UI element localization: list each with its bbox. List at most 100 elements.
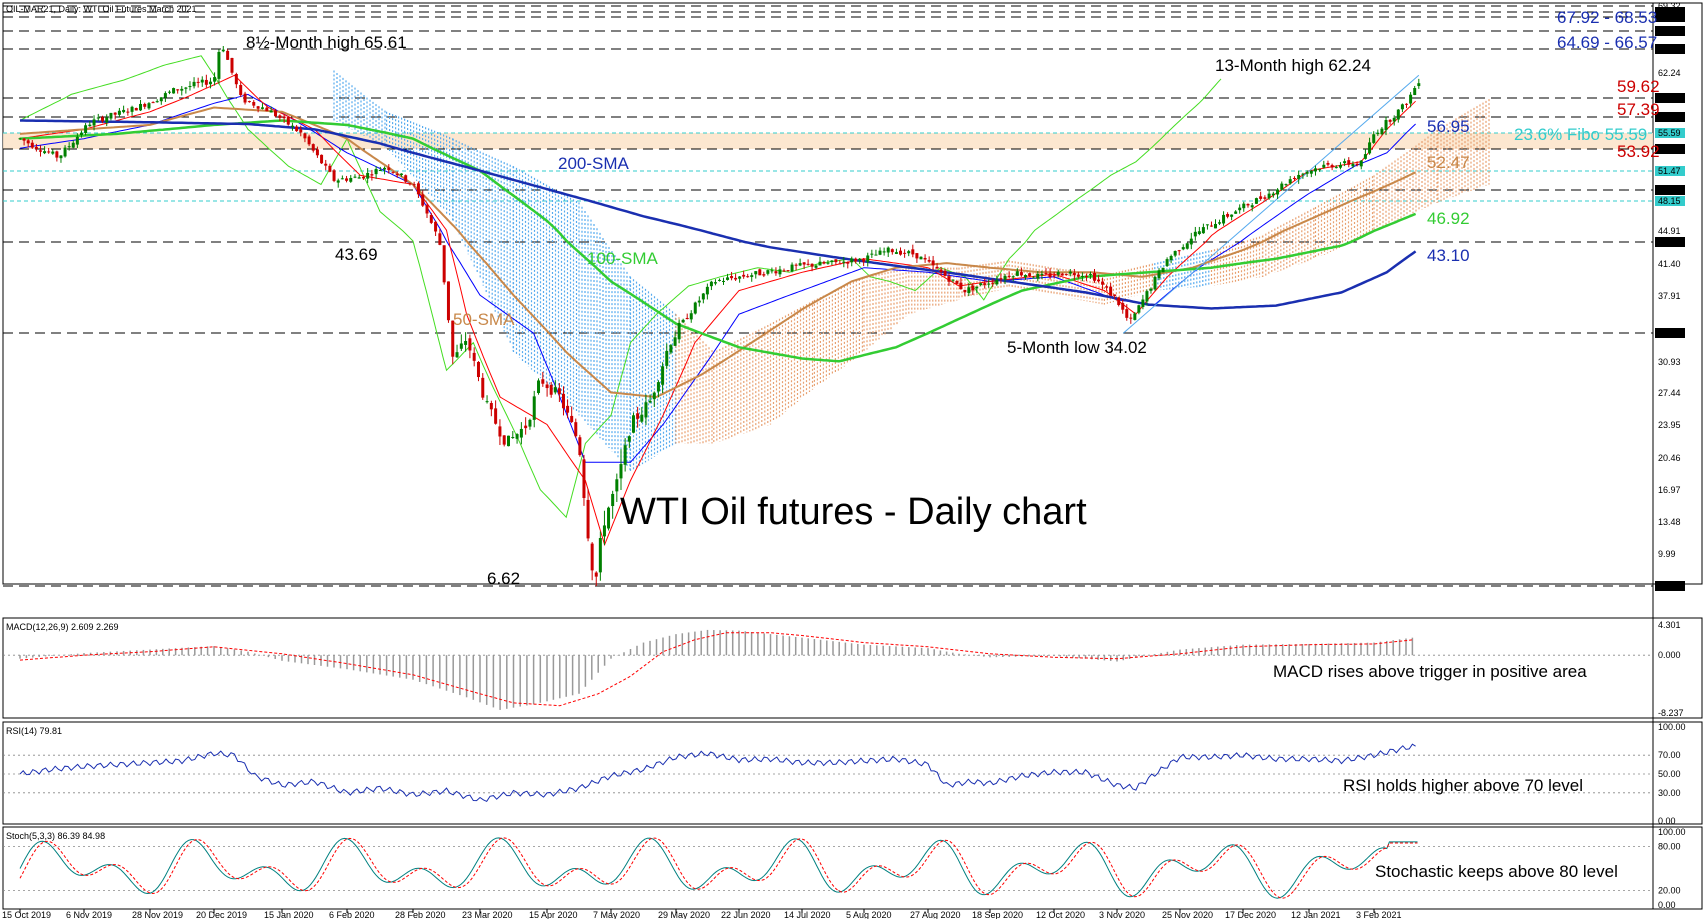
candle-body bbox=[1093, 272, 1097, 281]
candle-body bbox=[1313, 168, 1317, 172]
candle-body bbox=[1280, 183, 1284, 190]
candle-body bbox=[802, 262, 806, 265]
candle-body bbox=[307, 136, 311, 145]
rsi-tick-label: 0.00 bbox=[1658, 816, 1676, 826]
price-tag-bg bbox=[1655, 93, 1685, 103]
candle-body bbox=[774, 271, 778, 274]
price-tick-label: 37.91 bbox=[1658, 291, 1681, 301]
candle-body bbox=[269, 110, 273, 113]
candle-body bbox=[1392, 117, 1396, 122]
candle-body bbox=[1173, 251, 1177, 256]
candle-body bbox=[1032, 277, 1036, 279]
candle-body bbox=[1181, 247, 1185, 250]
price-tick-label: 51.47 bbox=[1658, 166, 1681, 176]
candle-body bbox=[1409, 94, 1413, 104]
candle-body bbox=[1297, 174, 1301, 179]
candle-body bbox=[204, 79, 208, 85]
candle-body bbox=[931, 260, 935, 266]
candle-body bbox=[943, 270, 947, 276]
candle-body bbox=[22, 138, 26, 141]
candle-body bbox=[636, 413, 640, 419]
candle-body bbox=[806, 263, 810, 265]
candle-body bbox=[532, 396, 536, 420]
candle-body bbox=[282, 116, 286, 119]
candle-body bbox=[899, 250, 903, 255]
candle-body bbox=[196, 81, 200, 83]
rsi-note: RSI holds higher above 70 level bbox=[1343, 776, 1583, 795]
candle-body bbox=[1384, 120, 1388, 131]
candle-body bbox=[907, 251, 911, 254]
stoch-header: Stoch(5,3,3) 86.39 84.98 bbox=[6, 831, 105, 841]
price-tick-label: 62.24 bbox=[1658, 68, 1681, 78]
candle-body bbox=[1189, 238, 1193, 245]
candle-body bbox=[834, 259, 838, 263]
candle-body bbox=[378, 169, 382, 171]
candle-body bbox=[404, 175, 408, 182]
time-axis-ticks: 15 Oct 2019 6 Nov 2019 28 Nov 2019 20 Dec 2… bbox=[2, 909, 1402, 919]
candle-body bbox=[1080, 275, 1084, 277]
time-tick-label: 25 Nov 2020 bbox=[1162, 910, 1213, 919]
annotation-low-6-62: 6.62 bbox=[487, 569, 520, 588]
candle-body bbox=[1263, 197, 1267, 199]
candle-body bbox=[545, 384, 549, 389]
candle-body bbox=[468, 338, 472, 351]
time-tick-label: 29 May 2020 bbox=[658, 910, 710, 919]
candle-body bbox=[842, 261, 846, 263]
candle-body bbox=[1363, 154, 1367, 159]
candle-body bbox=[92, 119, 96, 126]
candle-body bbox=[1254, 198, 1258, 204]
rsi-series: 100.00 70.00 50.00 30.00 0.00 bbox=[3, 722, 1686, 826]
candle-body bbox=[1161, 267, 1165, 273]
macd-tick-label: 4.301 bbox=[1658, 620, 1681, 630]
stoch-note: Stochastic keeps above 80 level bbox=[1375, 862, 1618, 881]
candle-body bbox=[299, 129, 303, 133]
candle-body bbox=[221, 49, 225, 52]
candle-body bbox=[911, 249, 915, 255]
candle-body bbox=[582, 459, 586, 499]
level-46-92: 46.92 bbox=[1427, 209, 1470, 228]
candle-body bbox=[602, 525, 606, 537]
candle-body bbox=[1003, 275, 1007, 280]
candle-body bbox=[1040, 273, 1044, 276]
candle-body bbox=[1301, 173, 1305, 175]
candle-body bbox=[286, 117, 290, 125]
price-tick-label: 59.62 bbox=[1658, 93, 1681, 103]
candle-body bbox=[421, 194, 425, 206]
stoch-d-line bbox=[19, 837, 1418, 899]
price-tick-label: 48.15 bbox=[1658, 196, 1681, 206]
candle-body bbox=[481, 377, 485, 398]
candle-body bbox=[324, 163, 328, 166]
candle-body bbox=[1068, 271, 1072, 274]
candle-body bbox=[260, 107, 264, 109]
stoch-series: 100.00 80.00 20.00 0.00 bbox=[3, 827, 1686, 910]
price-tag-bg bbox=[1655, 185, 1685, 195]
candle-body bbox=[915, 253, 919, 259]
candle-body bbox=[594, 572, 598, 577]
macd-panel bbox=[2, 617, 1703, 719]
candle-body bbox=[230, 57, 234, 73]
candle-body bbox=[340, 178, 344, 180]
price-tag-bg bbox=[1655, 112, 1685, 122]
candle-body bbox=[96, 117, 100, 119]
candle-body bbox=[1292, 177, 1296, 179]
candle-body bbox=[502, 435, 506, 445]
candle-body bbox=[1213, 223, 1217, 229]
candle-body bbox=[681, 319, 685, 323]
candle-body bbox=[506, 435, 510, 447]
candle-body bbox=[1205, 224, 1209, 226]
candle-body bbox=[1246, 203, 1250, 206]
candle-body bbox=[734, 277, 738, 280]
candle-body bbox=[1056, 272, 1060, 275]
candle-body bbox=[1309, 170, 1313, 174]
label-200-sma: 200-SMA bbox=[558, 154, 630, 173]
candle-body bbox=[494, 408, 498, 424]
candle-body bbox=[611, 493, 615, 507]
candle-body bbox=[336, 180, 340, 183]
candle-body bbox=[295, 126, 299, 132]
candle-body bbox=[290, 125, 294, 127]
candle-body bbox=[927, 260, 931, 262]
candle-body bbox=[1117, 297, 1121, 305]
candle-body bbox=[919, 256, 923, 260]
stoch-tick-label: 80.00 bbox=[1658, 842, 1681, 852]
candle-body bbox=[243, 93, 247, 103]
